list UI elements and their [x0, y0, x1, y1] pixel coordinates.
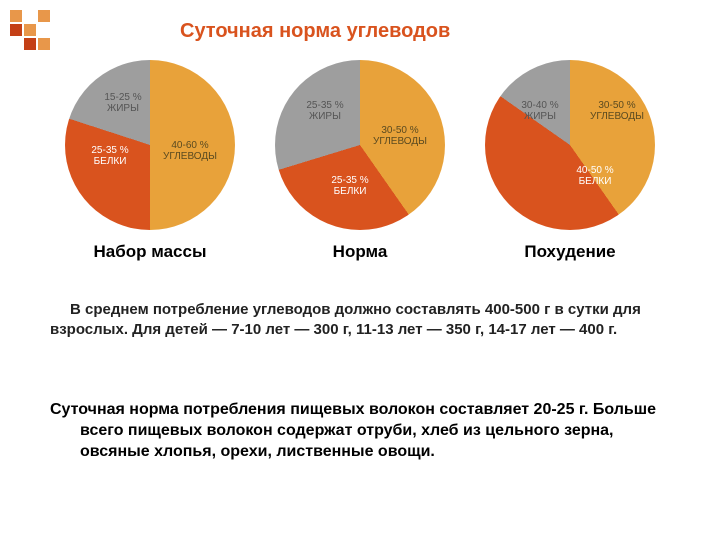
- pie-norm: 30-50 %УГЛЕВОДЫ25-35 %БЕЛКИ25-35 %ЖИРЫ: [275, 60, 445, 230]
- chart-norm: 30-50 %УГЛЕВОДЫ25-35 %БЕЛКИ25-35 %ЖИРЫ Н…: [260, 60, 460, 262]
- paragraph-consumption: В среднем потребление углеводов должно с…: [50, 300, 670, 339]
- page-title: Суточная норма углеводов: [180, 20, 450, 43]
- caption-norm: Норма: [333, 242, 388, 262]
- caption-loss: Похудение: [524, 242, 615, 262]
- logo-squares: [10, 10, 50, 50]
- pie-loss: 30-50 %УГЛЕВОДЫ40-50 %БЕЛКИ30-40 %ЖИРЫ: [485, 60, 655, 230]
- chart-loss: 30-50 %УГЛЕВОДЫ40-50 %БЕЛКИ30-40 %ЖИРЫ П…: [470, 60, 670, 262]
- paragraph-fiber: Суточная норма потребления пищевых волок…: [50, 400, 670, 462]
- charts-row: 40-60 %УГЛЕВОДЫ25-35 %БЕЛКИ15-25 %ЖИРЫ Н…: [50, 60, 670, 262]
- chart-mass: 40-60 %УГЛЕВОДЫ25-35 %БЕЛКИ15-25 %ЖИРЫ Н…: [50, 60, 250, 262]
- caption-mass: Набор массы: [94, 242, 207, 262]
- pie-mass: 40-60 %УГЛЕВОДЫ25-35 %БЕЛКИ15-25 %ЖИРЫ: [65, 60, 235, 230]
